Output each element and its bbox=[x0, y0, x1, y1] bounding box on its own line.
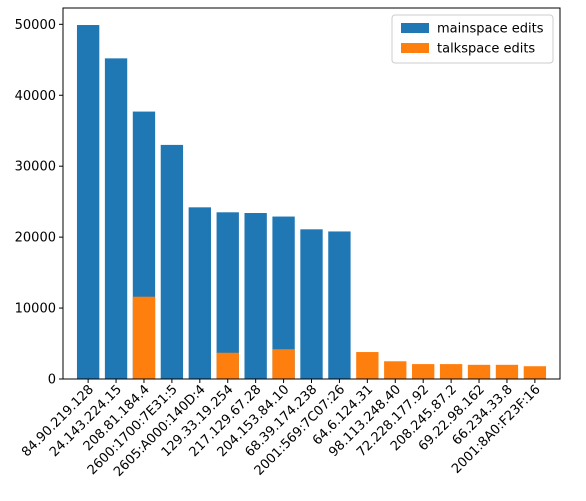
y-tick-label-0: 0 bbox=[48, 373, 56, 388]
bar-talkspace-12 bbox=[412, 364, 435, 379]
bar-mainspace-0 bbox=[76, 25, 100, 380]
bar-mainspace-1 bbox=[104, 58, 128, 379]
bar-mainspace-5 bbox=[216, 212, 239, 379]
legend-swatch-1 bbox=[401, 43, 429, 53]
bar-mainspace-3 bbox=[160, 144, 184, 379]
bar-talkspace-11 bbox=[384, 361, 407, 379]
y-tick-label-4: 40000 bbox=[15, 89, 56, 104]
legend-label-0: mainspace edits bbox=[437, 22, 544, 37]
bars-layer bbox=[76, 25, 547, 380]
y-tick-label-3: 30000 bbox=[15, 160, 56, 175]
y-axis: 0 10000 20000 30000 40000 50000 bbox=[15, 18, 63, 388]
bar-talkspace-5 bbox=[216, 352, 239, 379]
legend-box bbox=[391, 14, 554, 64]
bar-talkspace-2 bbox=[132, 296, 156, 379]
bar-mainspace-7 bbox=[272, 216, 295, 379]
bar-talkspace-14 bbox=[467, 364, 491, 379]
bar-talkspace-13 bbox=[439, 364, 463, 379]
bar-mainspace-4 bbox=[188, 207, 211, 379]
y-tick-label-2: 20000 bbox=[15, 231, 56, 246]
bar-mainspace-9 bbox=[328, 231, 351, 379]
y-tick-label-1: 10000 bbox=[15, 302, 56, 317]
bar-talkspace-16 bbox=[523, 366, 547, 379]
legend: mainspace edits talkspace edits bbox=[391, 14, 554, 64]
legend-label-1: talkspace edits bbox=[437, 42, 535, 57]
bar-talkspace-15 bbox=[495, 364, 519, 379]
bar-mainspace-8 bbox=[300, 229, 323, 379]
legend-swatch-0 bbox=[401, 23, 429, 33]
x-axis: 84.90.219.12824.143.224.15208.81.184.426… bbox=[19, 379, 544, 480]
bar-mainspace-6 bbox=[244, 213, 267, 379]
bar-talkspace-10 bbox=[356, 352, 379, 379]
y-tick-label-5: 50000 bbox=[15, 18, 56, 33]
bar-talkspace-7 bbox=[272, 349, 295, 379]
